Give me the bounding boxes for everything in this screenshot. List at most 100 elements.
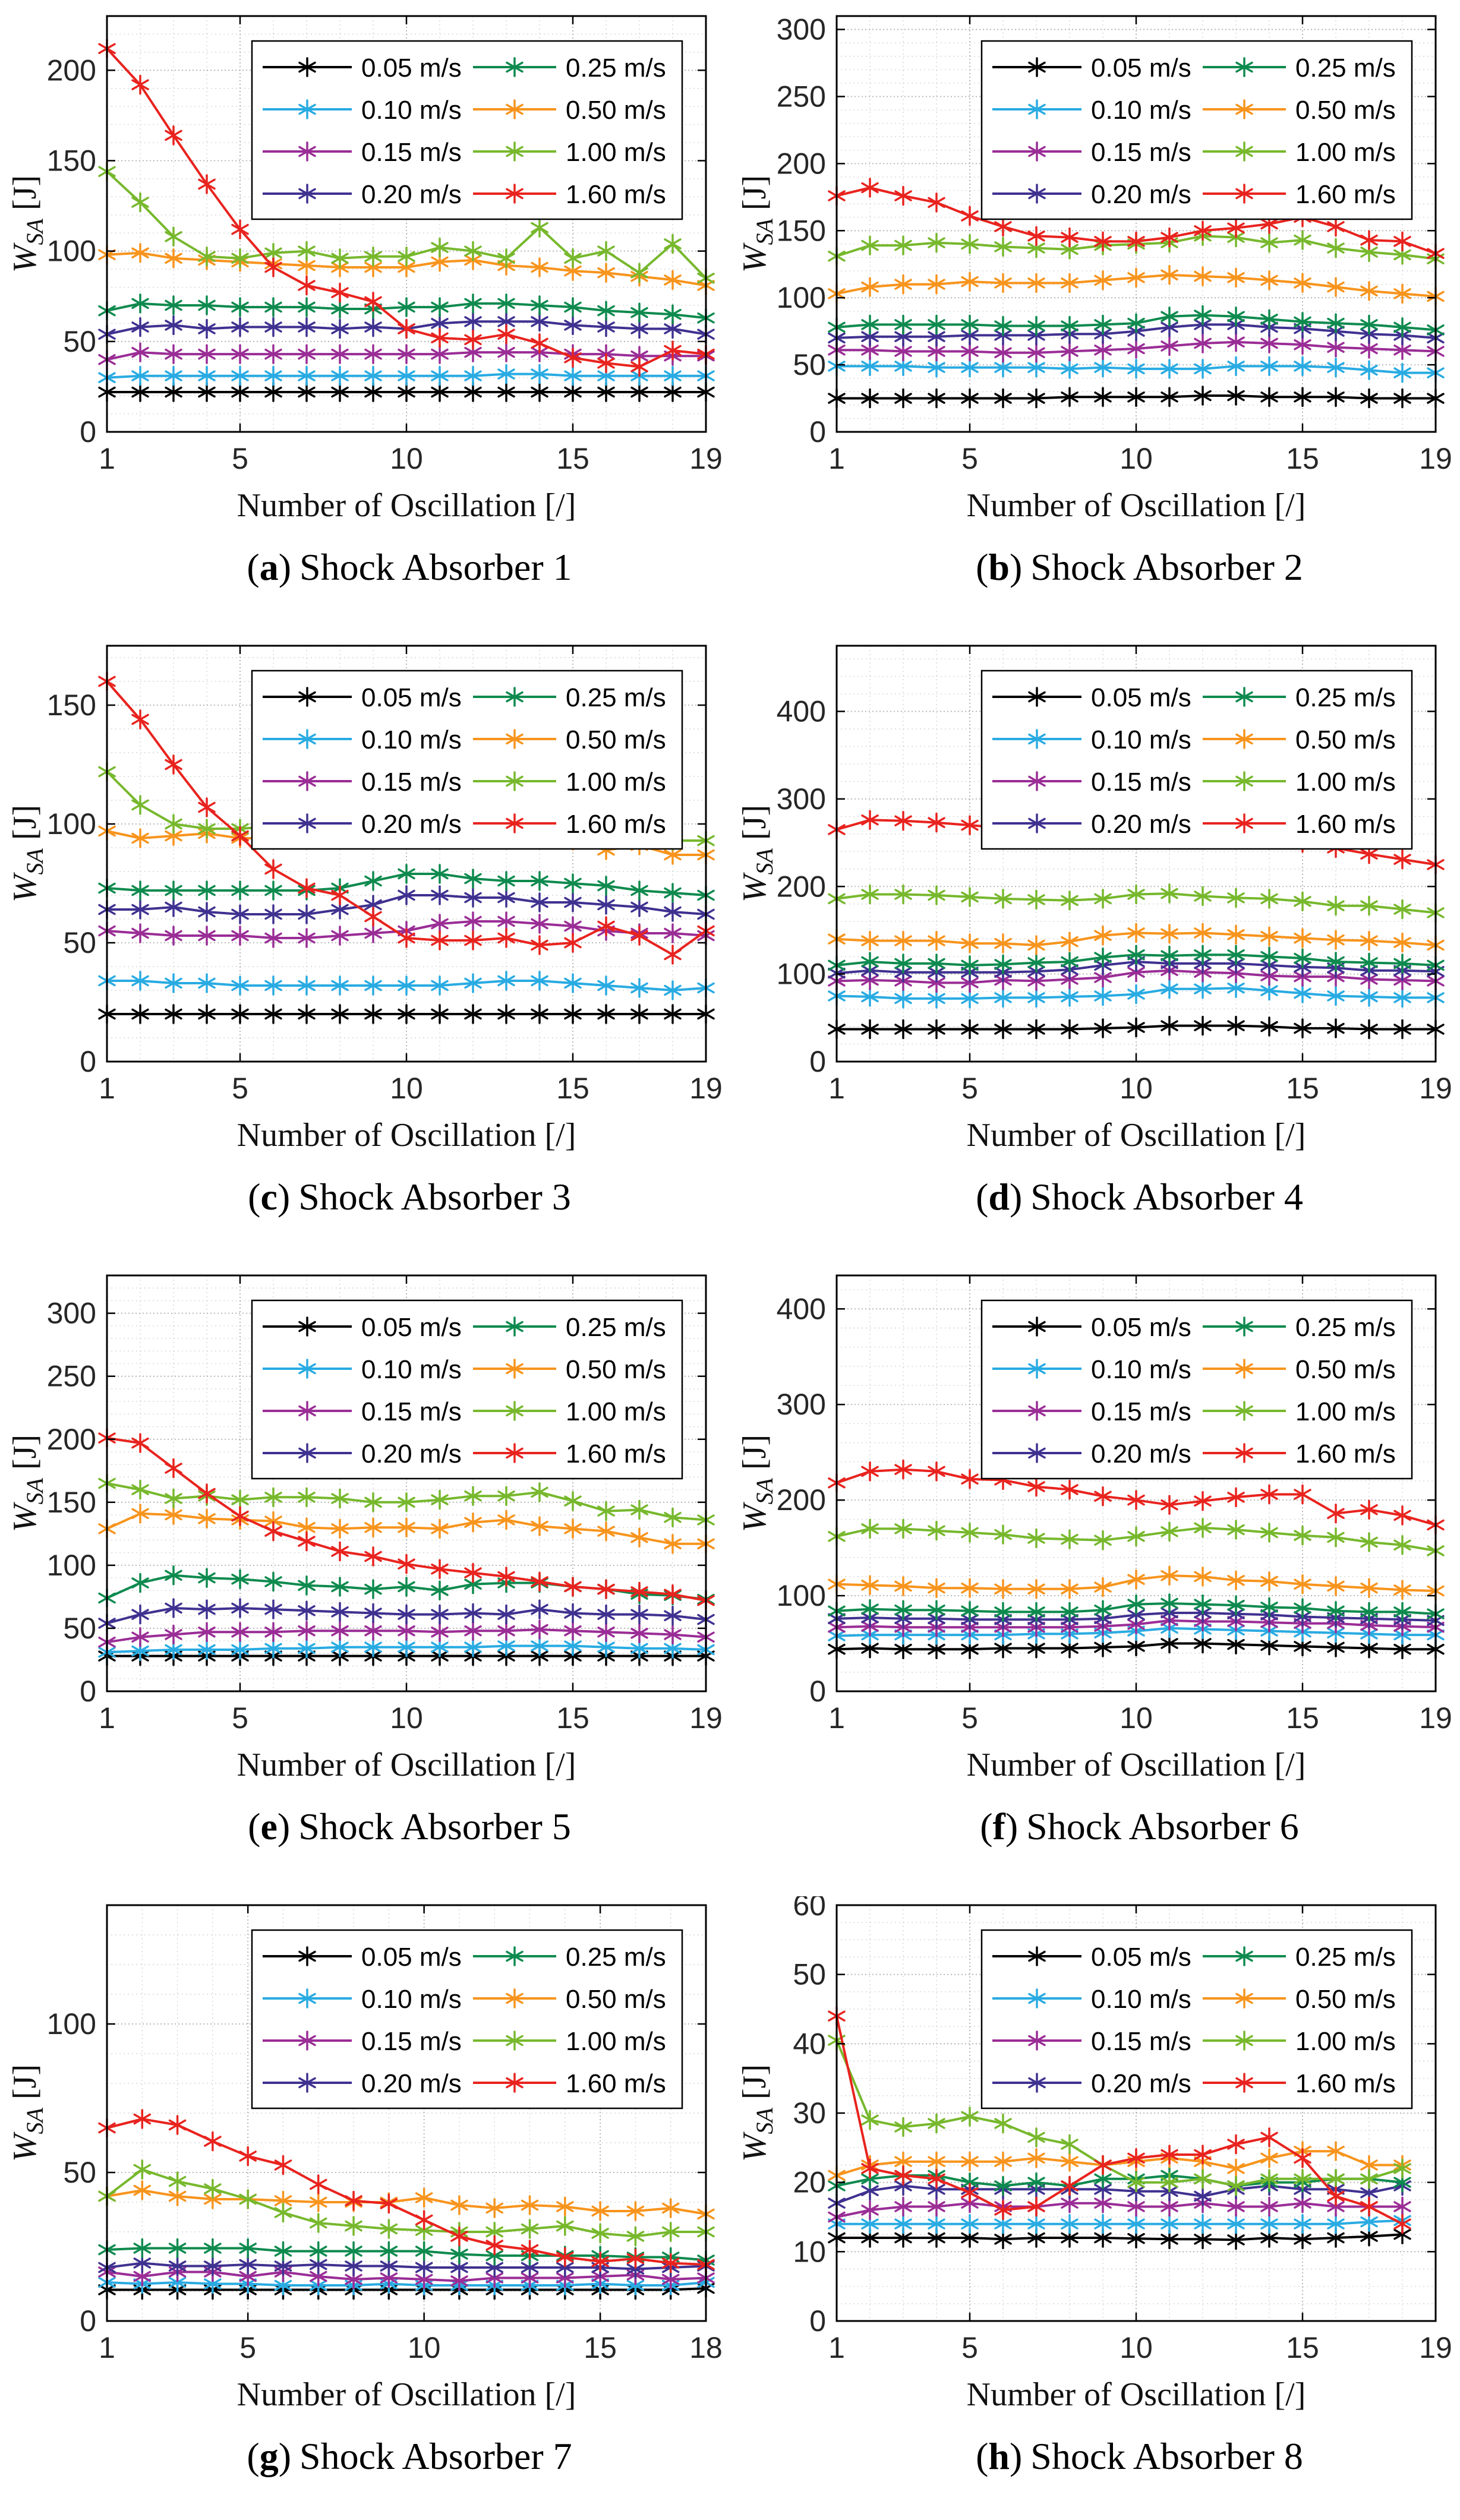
svg-text:WSA [J]: WSA [J] (7, 1435, 48, 1532)
svg-text:50: 50 (793, 1958, 826, 1991)
svg-text:15: 15 (584, 2331, 617, 2364)
svg-text:19: 19 (1419, 1701, 1452, 1735)
svg-text:0.20 m/s: 0.20 m/s (1091, 1439, 1191, 1469)
svg-text:0: 0 (80, 1675, 96, 1708)
svg-text:0.25 m/s: 0.25 m/s (1295, 1313, 1396, 1342)
svg-text:WSA [J]: WSA [J] (7, 2064, 48, 2162)
svg-text:100: 100 (47, 807, 96, 841)
caption-letter: f (992, 1805, 1005, 1848)
svg-text:0: 0 (809, 1675, 826, 1708)
svg-text:19: 19 (689, 1072, 723, 1105)
svg-text:1: 1 (828, 442, 845, 475)
svg-text:WSA [J]: WSA [J] (736, 805, 778, 902)
chart-canvas-e: 1 5 10 15 19 0 50 100 150 200 250 300 Number of Osci… (0, 1267, 730, 1789)
svg-text:0.10 m/s: 0.10 m/s (1091, 1985, 1191, 2014)
svg-text:0.20 m/s: 0.20 m/s (361, 180, 462, 209)
svg-text:0: 0 (809, 1045, 826, 1078)
svg-text:5: 5 (961, 1072, 978, 1105)
svg-text:0.50 m/s: 0.50 m/s (566, 1355, 666, 1384)
svg-text:20: 20 (793, 2166, 826, 2199)
svg-text:1.00 m/s: 1.00 m/s (566, 768, 666, 797)
svg-text:30: 30 (793, 2096, 826, 2130)
svg-text:1: 1 (99, 1072, 115, 1105)
svg-text:0.05 m/s: 0.05 m/s (1091, 1313, 1191, 1342)
svg-text:1.00 m/s: 1.00 m/s (566, 1397, 666, 1426)
chart-caption-e: (e) Shock Absorber 5 (0, 1805, 730, 1849)
caption-letter: d (988, 1176, 1010, 1218)
svg-text:1.60 m/s: 1.60 m/s (1295, 810, 1396, 839)
svg-text:0.10 m/s: 0.10 m/s (361, 96, 462, 125)
svg-text:50: 50 (63, 325, 96, 358)
caption-paren-open: ( (247, 2435, 260, 2477)
svg-text:0.05 m/s: 0.05 m/s (361, 683, 462, 712)
svg-text:10: 10 (793, 2235, 826, 2268)
svg-text:19: 19 (1419, 2331, 1452, 2364)
svg-text:0.25 m/s: 0.25 m/s (1295, 53, 1396, 83)
svg-text:10: 10 (1120, 2331, 1153, 2364)
svg-text:0.05 m/s: 0.05 m/s (361, 1313, 462, 1342)
caption-title: Shock Absorber 4 (1030, 1176, 1303, 1218)
chart-caption-d: (d) Shock Absorber 4 (730, 1175, 1460, 1219)
svg-text:1.00 m/s: 1.00 m/s (1295, 768, 1396, 797)
svg-text:0.10 m/s: 0.10 m/s (1091, 1355, 1191, 1384)
svg-text:200: 200 (47, 1423, 96, 1456)
chart-shock-absorber-4: 1 5 10 15 19 0 100 200 300 400 Number of Oscillati… (730, 630, 1460, 1259)
svg-text:Number of Oscillation [/]: Number of Oscillation [/] (967, 2376, 1306, 2413)
svg-text:10: 10 (1120, 442, 1153, 475)
svg-text:1.00 m/s: 1.00 m/s (566, 138, 666, 167)
chart-canvas-b: 1 5 10 15 19 0 50 100 150 200 250 300 Number of Osci… (730, 7, 1459, 530)
svg-text:0.10 m/s: 0.10 m/s (1091, 725, 1191, 754)
svg-text:400: 400 (777, 695, 826, 728)
svg-text:0.15 m/s: 0.15 m/s (1091, 1397, 1191, 1426)
caption-paren-close: ) (277, 1805, 291, 1848)
svg-text:0.15 m/s: 0.15 m/s (1091, 768, 1191, 797)
svg-text:Number of Oscillation [/]: Number of Oscillation [/] (967, 487, 1306, 524)
caption-paren-open: ( (980, 1805, 993, 1848)
svg-text:0.05 m/s: 0.05 m/s (361, 1943, 462, 1972)
svg-text:5: 5 (239, 2331, 256, 2364)
caption-paren-close: ) (278, 2435, 291, 2477)
svg-text:0.10 m/s: 0.10 m/s (1091, 96, 1191, 125)
svg-text:100: 100 (47, 235, 96, 268)
svg-text:0.25 m/s: 0.25 m/s (566, 1313, 666, 1342)
svg-text:15: 15 (556, 442, 589, 475)
caption-paren-close: ) (277, 1176, 291, 1218)
svg-text:5: 5 (961, 1701, 978, 1735)
svg-text:1.60 m/s: 1.60 m/s (566, 1439, 666, 1469)
svg-text:200: 200 (777, 147, 826, 180)
svg-text:0.25 m/s: 0.25 m/s (566, 1943, 666, 1972)
svg-text:100: 100 (777, 281, 826, 314)
svg-text:300: 300 (47, 1297, 96, 1330)
svg-text:0: 0 (80, 1045, 96, 1078)
chart-canvas-d: 1 5 10 15 19 0 100 200 300 400 Number of Oscillati… (730, 637, 1459, 1160)
svg-text:1.60 m/s: 1.60 m/s (1295, 2069, 1396, 2098)
svg-text:1: 1 (828, 1701, 845, 1735)
svg-text:18: 18 (689, 2331, 723, 2364)
svg-text:150: 150 (47, 144, 96, 177)
chart-canvas-c: 1 5 10 15 19 0 50 100 150 Number of Oscillation [… (0, 637, 730, 1160)
svg-text:WSA [J]: WSA [J] (736, 1435, 778, 1532)
chart-canvas-a: 1 5 10 15 19 0 50 100 150 200 Number of Oscillatio… (0, 7, 730, 530)
chart-shock-absorber-8: 1 5 10 15 19 0 10 20 30 40 50 60 Number of Oscillati… (730, 1889, 1460, 2519)
svg-text:100: 100 (777, 1579, 826, 1612)
svg-text:300: 300 (777, 782, 826, 816)
svg-text:0.25 m/s: 0.25 m/s (1295, 1943, 1396, 1972)
svg-text:10: 10 (390, 1072, 423, 1105)
svg-text:0.10 m/s: 0.10 m/s (361, 725, 462, 754)
svg-text:0.05 m/s: 0.05 m/s (361, 53, 462, 83)
svg-text:0.20 m/s: 0.20 m/s (1091, 180, 1191, 209)
chart-caption-a: (a) Shock Absorber 1 (0, 545, 730, 589)
svg-text:1.60 m/s: 1.60 m/s (566, 810, 666, 839)
svg-text:1: 1 (828, 1072, 845, 1105)
caption-paren-close: ) (1009, 2435, 1023, 2477)
caption-paren-open: ( (247, 546, 260, 588)
caption-letter: b (988, 546, 1010, 588)
svg-text:15: 15 (556, 1701, 589, 1735)
svg-text:60: 60 (793, 1896, 826, 1922)
svg-text:0.50 m/s: 0.50 m/s (566, 96, 666, 125)
svg-text:0.50 m/s: 0.50 m/s (1295, 96, 1396, 125)
